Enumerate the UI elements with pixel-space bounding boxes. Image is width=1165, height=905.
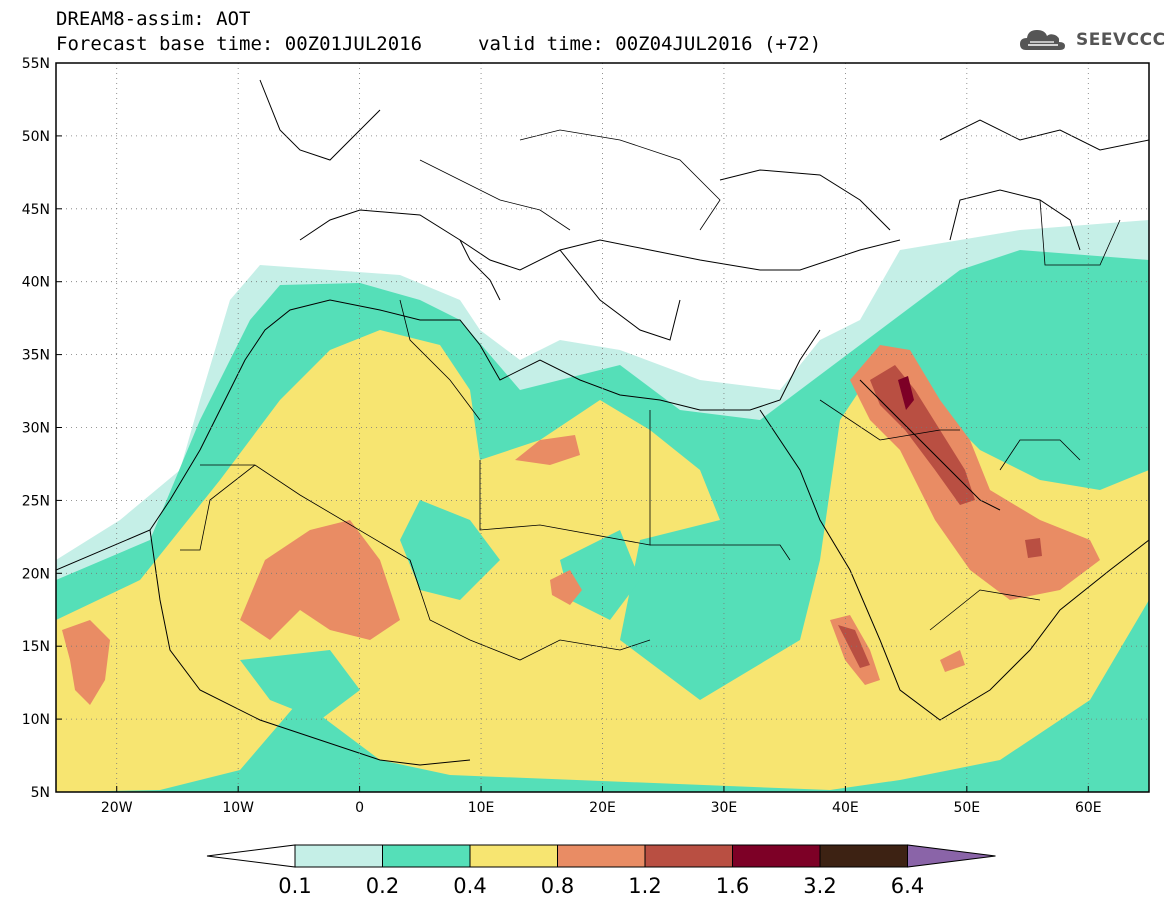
colorbar-level-label: 3.2 xyxy=(803,874,836,898)
lat-tick-label: 5N xyxy=(31,785,50,801)
aot-contour-0.8-c xyxy=(550,570,582,605)
lon-tick-label: 20E xyxy=(589,800,616,816)
colorbar-level-label: 0.1 xyxy=(278,874,311,898)
aot-map: 5N 10N 15N 20N 25N 30N 35N 40N 45N 50N 55N 20W 10W 0… xyxy=(22,56,1150,816)
lat-tick-label: 50N xyxy=(22,129,50,145)
aot-contour-1.2-b xyxy=(838,538,1042,668)
aot-contour-0.4-b xyxy=(240,500,640,720)
seevccc-logo: SEEVCCC xyxy=(1018,24,1165,54)
lon-tick-label: 60E xyxy=(1075,800,1102,816)
colorbar-level-label: 6.4 xyxy=(891,874,924,898)
colorbar-over-arrow xyxy=(907,844,996,868)
colorbar-level-label: 1.2 xyxy=(628,874,661,898)
aot-contour-0.8-f xyxy=(830,615,965,685)
lat-tick-label: 55N xyxy=(22,56,50,72)
lon-tick-label: 30E xyxy=(711,800,738,816)
lon-tick-label: 40E xyxy=(832,800,859,816)
longitude-axis: 20W 10W 0 10E 20E 30E 40E 50E 60E xyxy=(101,786,1102,816)
colorbar-box xyxy=(557,844,646,868)
colorbar-level-label: 0.4 xyxy=(453,874,486,898)
coastlines xyxy=(56,79,1149,766)
map-title: DREAM8-assim: AOT xyxy=(56,8,251,30)
lat-tick-label: 45N xyxy=(22,202,50,218)
lon-tick-label: 50E xyxy=(953,800,980,816)
colorbar-level-label: 0.8 xyxy=(541,874,574,898)
country-borders xyxy=(180,129,1121,661)
lat-tick-label: 10N xyxy=(22,712,50,728)
lat-tick-label: 40N xyxy=(22,275,50,291)
lat-tick-label: 25N xyxy=(22,493,50,509)
colorbar-box xyxy=(382,844,471,868)
colorbar-level-label: 0.2 xyxy=(366,874,399,898)
colorbar-level-label: 1.6 xyxy=(716,874,749,898)
cloud-icon xyxy=(1020,30,1065,50)
graticule xyxy=(56,63,1149,792)
lon-tick-label: 0 xyxy=(355,800,364,816)
lon-tick-label: 20W xyxy=(101,800,133,816)
valid-time: valid time: 00Z04JUL2016 (+72) xyxy=(478,33,822,55)
lat-tick-label: 15N xyxy=(22,639,50,655)
colorbar-box xyxy=(644,844,733,868)
colorbar-box xyxy=(732,844,821,868)
logo-text: SEEVCCC xyxy=(1076,30,1165,50)
forecast-base-time: Forecast base time: 00Z01JUL2016 xyxy=(56,33,423,55)
lat-tick-label: 20N xyxy=(22,566,50,582)
colorbar-box xyxy=(819,844,908,868)
lon-tick-label: 10E xyxy=(468,800,495,816)
lat-tick-label: 30N xyxy=(22,421,50,437)
aot-contour-0.8-b xyxy=(515,435,580,465)
lon-tick-label: 10W xyxy=(222,800,254,816)
colorbar-under-arrow xyxy=(206,844,296,868)
lat-tick-label: 35N xyxy=(22,348,50,364)
aot-contour-0.8 xyxy=(240,520,400,640)
latitude-axis: 5N 10N 15N 20N 25N 30N 35N 40N 45N 50N 55N xyxy=(22,56,62,801)
aot-contour-1.2 xyxy=(870,365,975,505)
colorbar-box xyxy=(469,844,558,868)
colorbar-box xyxy=(294,844,383,868)
aot-contour-1.6 xyxy=(898,376,914,410)
aot-contour-0.8-d xyxy=(62,620,110,705)
aot-field xyxy=(56,63,1149,792)
